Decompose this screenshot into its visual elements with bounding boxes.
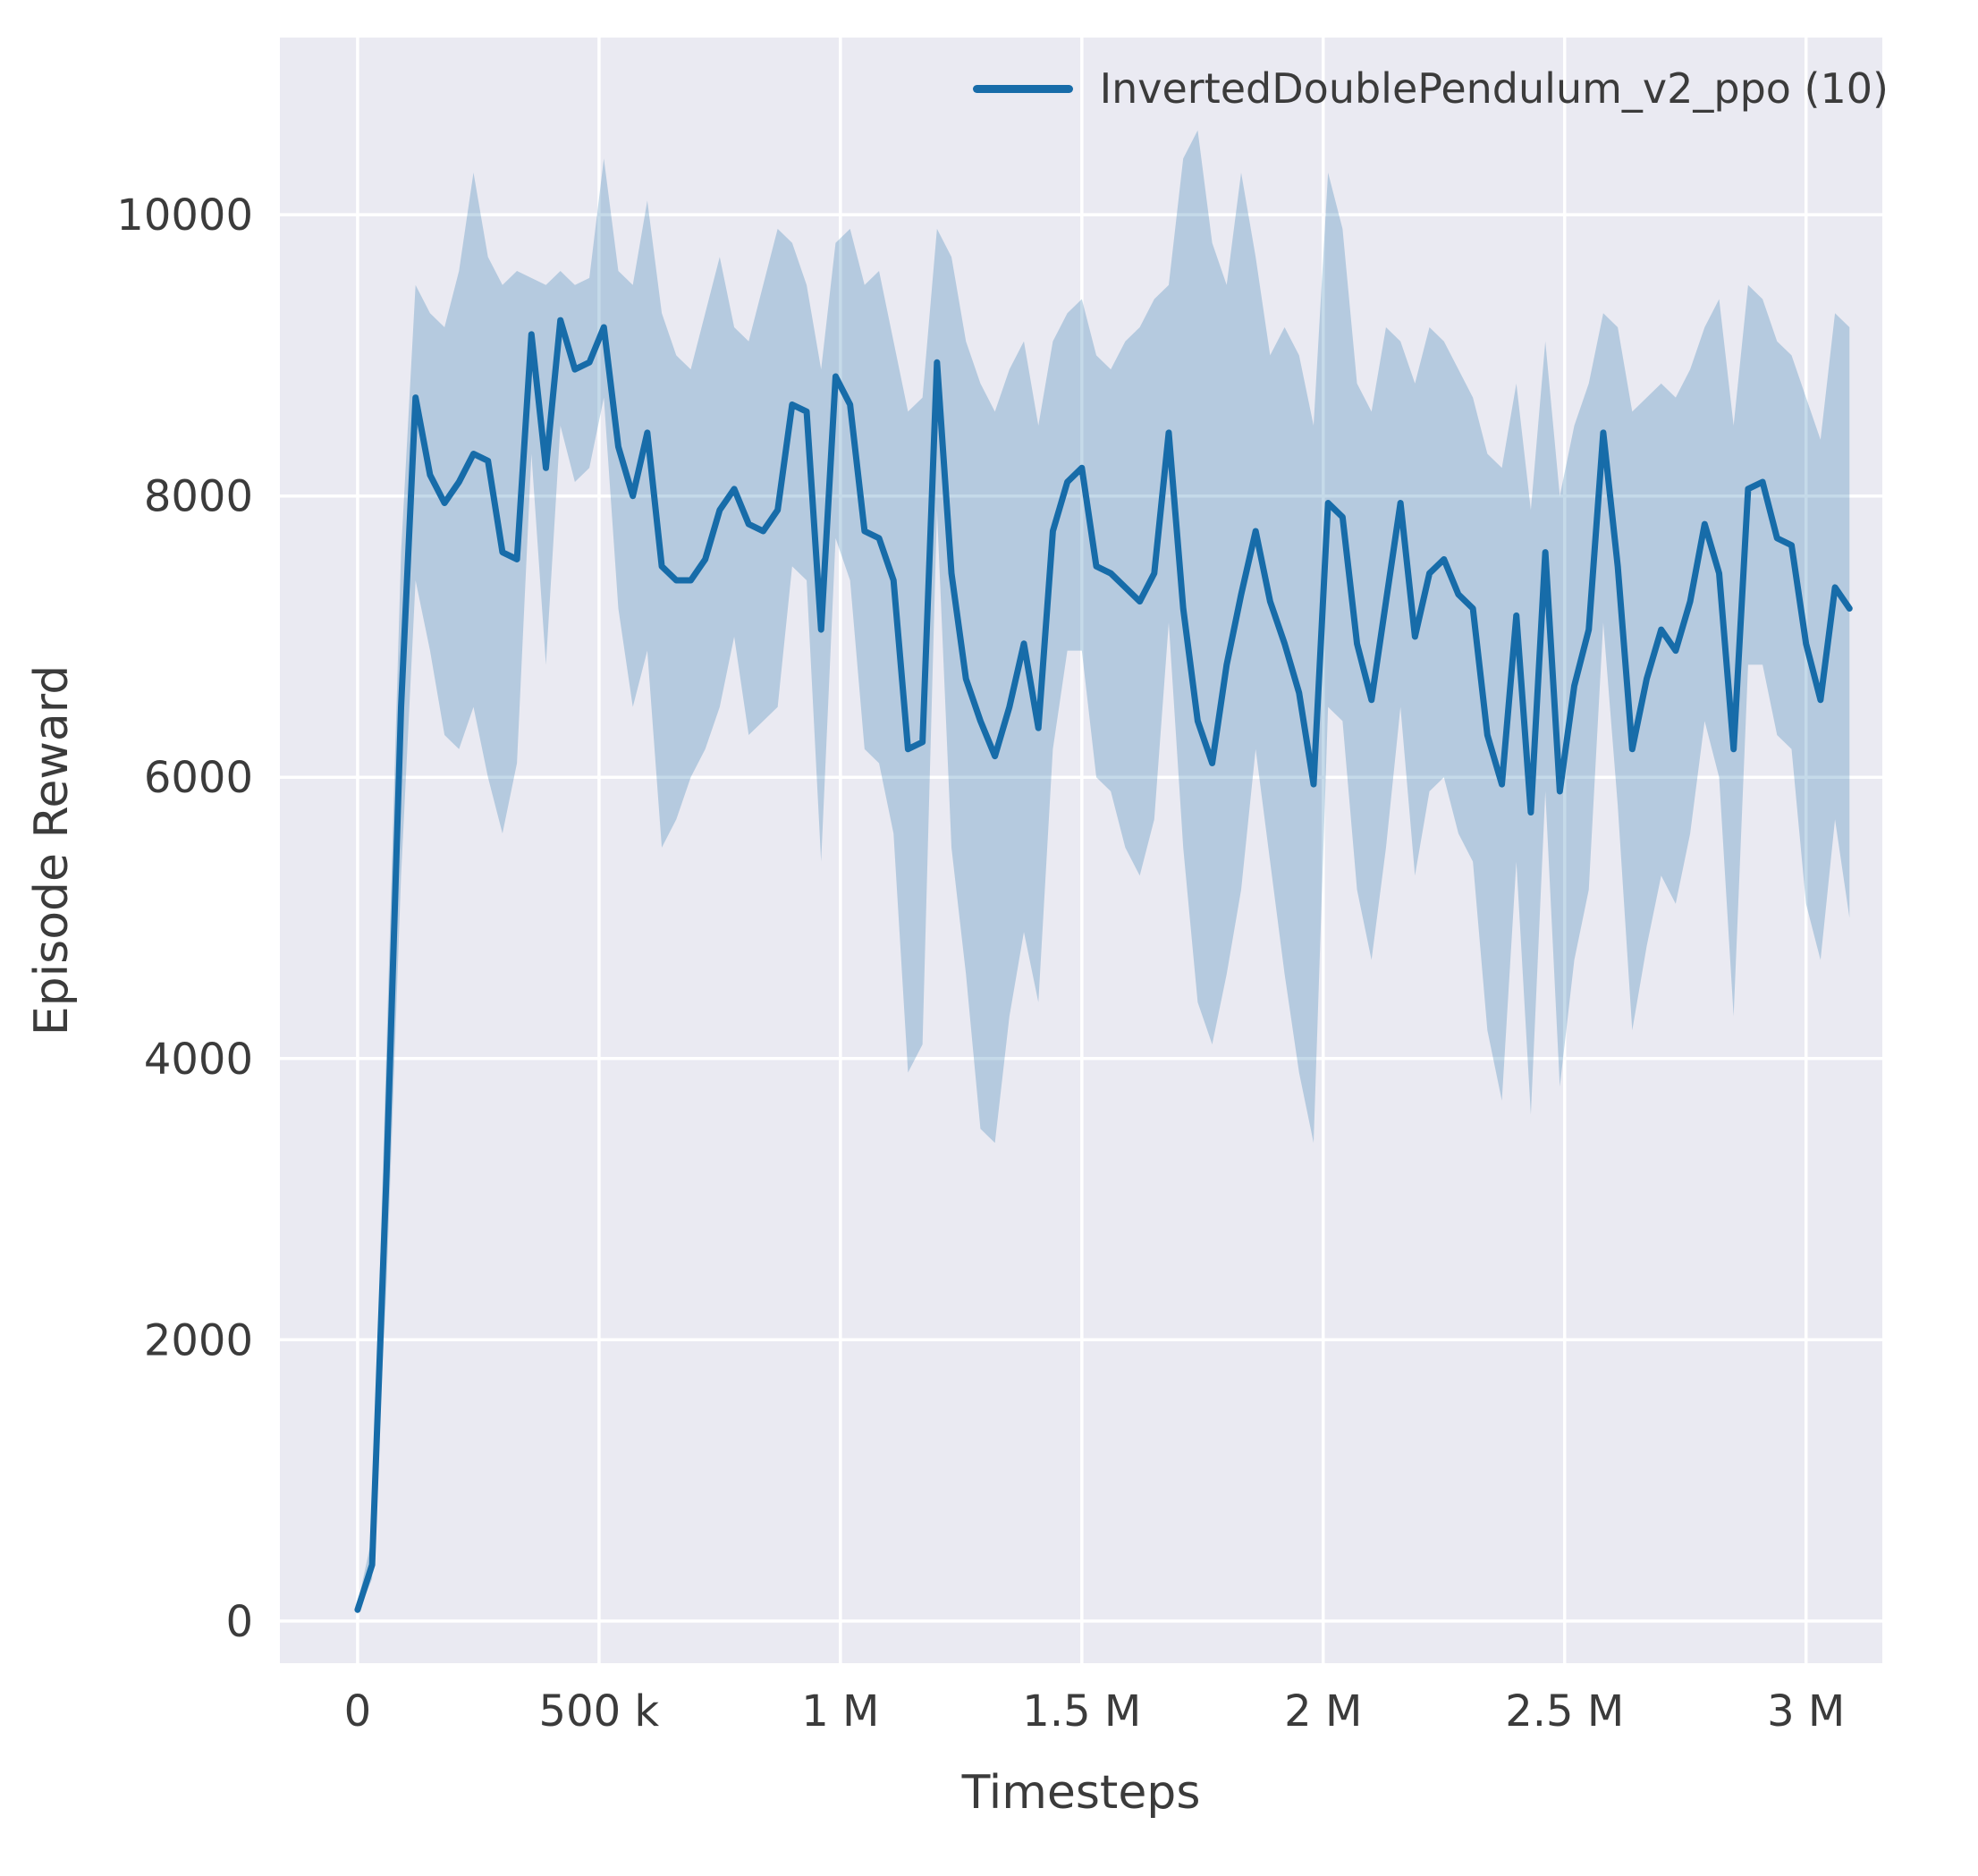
y-tick-label: 2000 [144,1315,253,1365]
legend: InvertedDoublePendulum_v2_ppo (10) [972,64,1889,113]
y-tick-label: 4000 [144,1035,253,1085]
x-tick-label: 0 [344,1686,372,1737]
legend-line-swatch [972,84,1073,93]
y-tick-label: 6000 [144,753,253,803]
x-tick-label: 2.5 M [1505,1686,1624,1737]
y-tick-label: 8000 [144,472,253,522]
x-tick-label: 3 M [1767,1686,1845,1737]
y-tick-label: 0 [225,1597,253,1647]
y-axis-label: Episode Reward [25,664,79,1036]
x-tick-label: 500 k [539,1686,660,1737]
confidence-band [357,130,1850,1614]
mean-line [354,317,1853,1613]
x-axis-label: Timesteps [961,1766,1201,1820]
x-tick-label: 1.5 M [1022,1686,1141,1737]
x-tick-label: 1 M [801,1686,879,1737]
legend-label: InvertedDoublePendulum_v2_ppo (10) [1099,64,1889,113]
y-tick-label: 10000 [116,190,253,241]
x-tick-label: 2 M [1284,1686,1362,1737]
